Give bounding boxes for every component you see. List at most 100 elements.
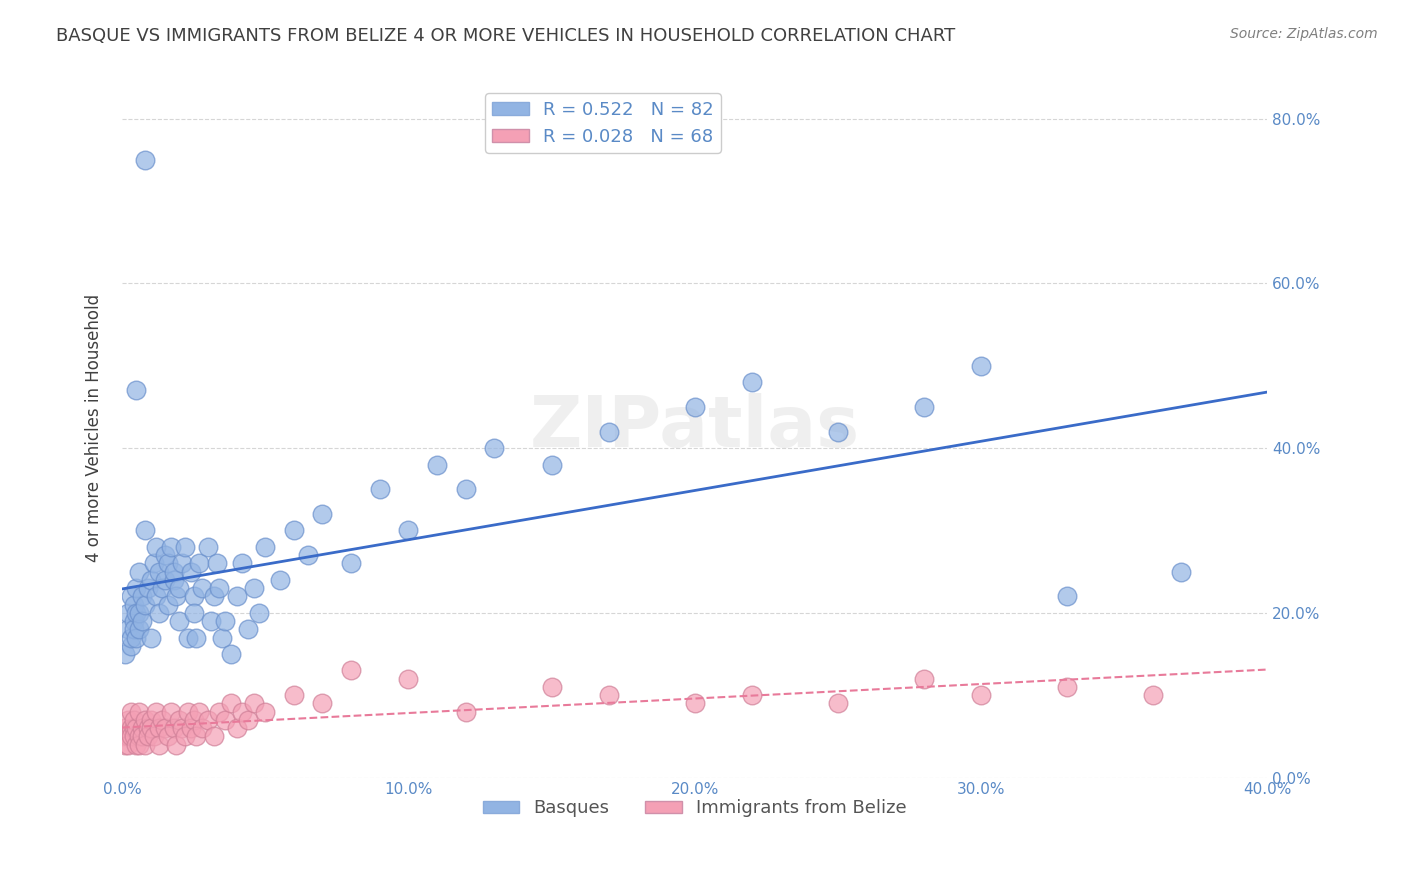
Point [120,639,142,653]
Point [1056,590,1078,604]
Point [231,557,253,571]
Point [165,590,187,604]
Point [598,688,620,702]
Point [454,705,477,719]
Point [169,713,191,727]
Point [236,622,259,636]
Point [202,590,225,604]
Point [340,664,363,678]
Point [128,738,150,752]
Point [159,705,181,719]
Point [136,581,159,595]
Point [1142,688,1164,702]
Point [142,557,165,571]
Point [122,713,145,727]
Point [598,425,620,439]
Point [214,713,236,727]
Point [311,507,333,521]
Point [125,738,148,752]
Point [162,721,184,735]
Point [174,540,197,554]
Point [156,730,179,744]
Point [242,697,264,711]
Point [131,730,153,744]
Point [134,524,156,538]
Point [131,614,153,628]
Point [114,647,136,661]
Point [741,375,763,389]
Point [208,581,231,595]
Point [139,573,162,587]
Point [741,688,763,702]
Point [114,721,136,735]
Point [912,672,935,686]
Point [134,153,156,167]
Point [454,483,477,497]
Point [183,713,205,727]
Point [153,573,176,587]
Point [197,713,219,727]
Point [269,573,291,587]
Point [139,713,162,727]
Point [117,606,139,620]
Point [827,697,849,711]
Point [297,548,319,562]
Point [540,458,562,472]
Point [186,730,208,744]
Point [122,622,145,636]
Text: Source: ZipAtlas.com: Source: ZipAtlas.com [1230,27,1378,41]
Point [177,631,200,645]
Point [191,721,214,735]
Point [128,565,150,579]
Point [191,581,214,595]
Text: ZIPatlas: ZIPatlas [530,393,859,462]
Point [125,384,148,398]
Point [122,721,145,735]
Point [117,713,139,727]
Point [1170,565,1192,579]
Point [122,598,145,612]
Text: BASQUE VS IMMIGRANTS FROM BELIZE 4 OR MORE VEHICLES IN HOUSEHOLD CORRELATION CHA: BASQUE VS IMMIGRANTS FROM BELIZE 4 OR MO… [56,27,956,45]
Point [188,705,211,719]
Point [120,730,142,744]
Point [159,540,181,554]
Point [183,606,205,620]
Point [134,598,156,612]
Point [180,721,202,735]
Point [683,697,706,711]
Point [197,540,219,554]
Point [117,622,139,636]
Point [827,425,849,439]
Point [128,622,150,636]
Point [148,721,170,735]
Point [153,721,176,735]
Point [131,590,153,604]
Point [156,598,179,612]
Point [153,548,176,562]
Point [205,557,228,571]
Point [283,524,305,538]
Point [225,590,247,604]
Point [150,713,173,727]
Point [177,705,200,719]
Point [540,680,562,694]
Point [912,400,935,414]
Point [145,540,167,554]
Point [174,730,197,744]
Point [242,581,264,595]
Point [368,483,391,497]
Point [311,697,333,711]
Point [156,557,179,571]
Point [150,581,173,595]
Point [142,730,165,744]
Point [426,458,449,472]
Point [117,738,139,752]
Point [139,631,162,645]
Point [254,540,277,554]
Point [970,359,993,373]
Point [125,721,148,735]
Point [200,614,222,628]
Point [169,581,191,595]
Point [148,738,170,752]
Point [225,721,247,735]
